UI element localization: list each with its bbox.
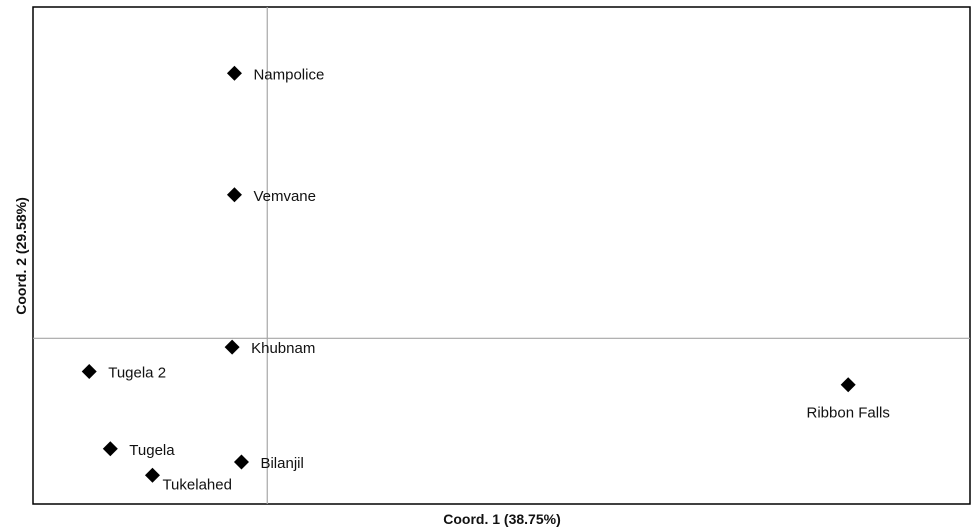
data-points-group: Nampolice Vemvane Khubnam Tugela 2 Tugela Tuk… [81, 65, 890, 493]
data-point-marker [224, 339, 240, 355]
data-point-marker [144, 467, 160, 483]
data-point-marker [233, 454, 249, 470]
data-point-marker [102, 441, 118, 457]
data-point-marker [226, 187, 242, 203]
data-point-label: Tukelahed [162, 476, 232, 493]
data-point-label: Tugela 2 [108, 364, 166, 381]
data-point-label: Tugela [129, 442, 175, 459]
data-point-marker [226, 65, 242, 81]
data-point-label: Bilanjil [260, 455, 303, 472]
data-point-label: Ribbon Falls [807, 405, 890, 422]
plot-area-frame [32, 6, 971, 505]
data-point-label: Nampolice [253, 66, 324, 83]
data-point-marker [840, 377, 856, 393]
data-point-label: Khubnam [251, 340, 315, 357]
y-axis-title: Coord. 2 (29.58%) [13, 197, 29, 314]
data-point-label: Vemvane [253, 188, 316, 205]
data-point-marker [81, 363, 97, 379]
x-axis-title: Coord. 1 (38.75%) [443, 511, 560, 527]
